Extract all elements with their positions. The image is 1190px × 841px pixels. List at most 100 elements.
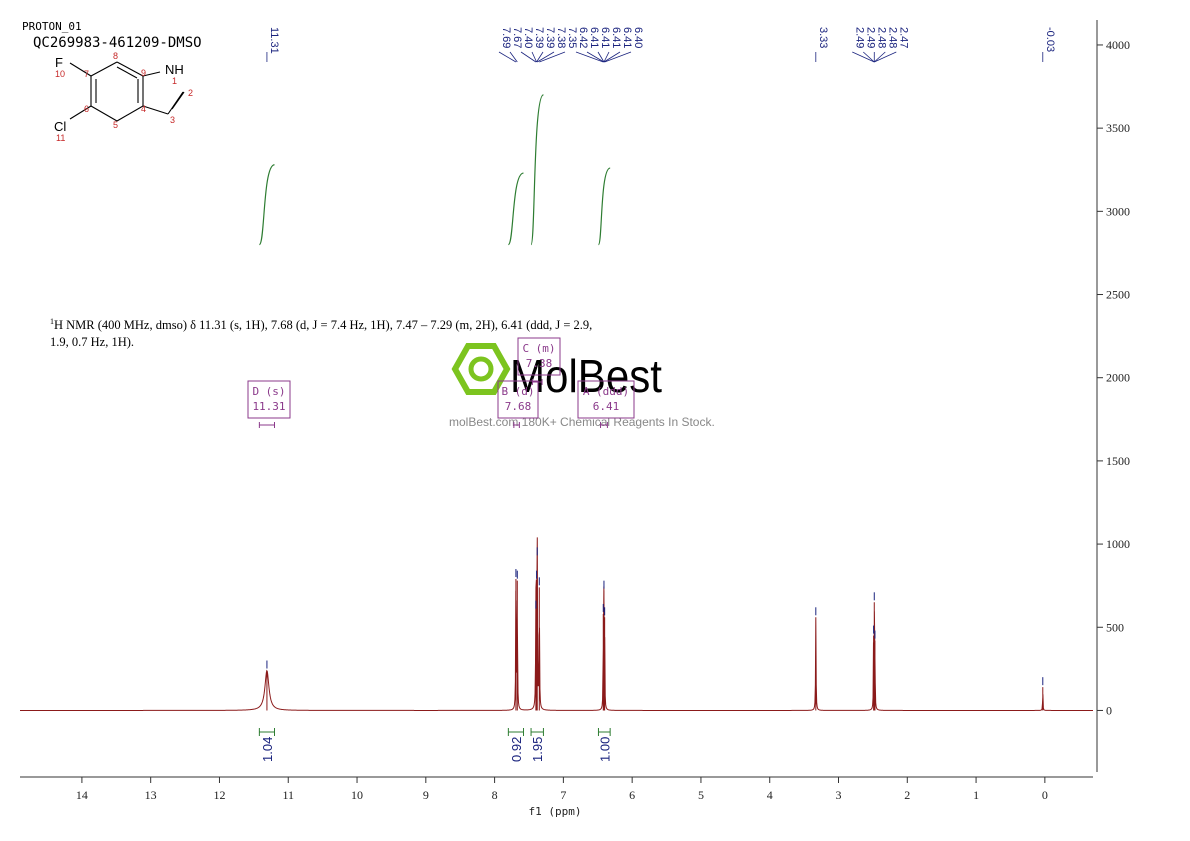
x-tick-label: 4 — [767, 788, 773, 802]
ring-number: 7 — [84, 69, 89, 79]
multiplet-letter: A (ddd) — [583, 385, 629, 398]
multiplet-shift: 7.68 — [505, 400, 532, 413]
ring-number: 3 — [170, 115, 175, 125]
x-tick-label: 3 — [836, 788, 842, 802]
watermark-tagline: molBest.com 180K+ Chemical Reagents In S… — [449, 415, 715, 429]
multiplet-box — [247, 380, 291, 419]
x-tick-label: 6 — [629, 788, 635, 802]
multiplet-shift: 7.38 — [526, 357, 553, 370]
peak-label-leader — [498, 51, 517, 63]
peak-label: 6.41 — [588, 27, 600, 48]
ring-number: 4 — [141, 104, 146, 114]
y-tick-label: 1500 — [1106, 454, 1130, 468]
peak-label-leader — [509, 51, 518, 63]
peak-label-leader — [603, 51, 621, 63]
watermark-brand: MolBest — [510, 350, 662, 402]
peak-label: 6.41 — [610, 27, 622, 48]
peak-label: 2.48 — [886, 27, 898, 48]
peak-label-leader — [874, 51, 886, 63]
x-tick-label: 13 — [145, 788, 157, 802]
peak-label-leader — [537, 51, 555, 63]
peak-label: 7.67 — [511, 27, 523, 48]
y-tick-label: 0 — [1106, 703, 1112, 717]
spectrum-trace — [20, 537, 1093, 711]
multiplet-letter: D (s) — [252, 385, 285, 398]
multiplet-box — [517, 337, 561, 376]
multiplet-shift: 11.31 — [252, 400, 285, 413]
ring-number: 9 — [141, 68, 146, 78]
peak-label: 6.42 — [577, 27, 589, 48]
x-tick-label: 8 — [492, 788, 498, 802]
x-axis-label: f1 (ppm) — [529, 805, 582, 818]
experiment-name: PROTON_01 — [22, 20, 82, 33]
x-tick-label: 10 — [351, 788, 363, 802]
peak-label-leader — [604, 51, 632, 63]
nmr-description: 1H NMR (400 MHz, dmso) δ 11.31 (s, 1H), … — [50, 317, 593, 350]
peak-label-leader — [575, 51, 604, 63]
integral-value: 0.92 — [509, 737, 524, 762]
x-tick-label: 11 — [282, 788, 294, 802]
peak-label-leader — [520, 51, 537, 63]
x-tick-label: 7 — [560, 788, 566, 802]
x-tick-label: 9 — [423, 788, 429, 802]
y-tick-label: 4000 — [1106, 38, 1130, 52]
multiplet-letter: B (d) — [501, 385, 534, 398]
peak-label: 11.31 — [268, 27, 280, 54]
integral-curve — [258, 164, 275, 246]
ring-number: 8 — [113, 51, 118, 61]
x-tick-label: 14 — [76, 788, 88, 802]
peak-label: 7.35 — [566, 27, 578, 48]
y-tick-label: 3000 — [1106, 204, 1130, 218]
molbest-logo-ring-icon — [468, 356, 494, 382]
peak-label-leader — [536, 51, 544, 63]
x-tick-label: 12 — [213, 788, 225, 802]
integral-value: 1.00 — [597, 737, 612, 762]
atom-fluorine: F — [55, 55, 63, 70]
peak-label: 3.33 — [817, 27, 829, 48]
y-tick-label: 2500 — [1106, 288, 1130, 302]
y-tick-label: 500 — [1106, 620, 1124, 634]
molecule-structure: F 10 NH 1 Cl 11 8 9 7 6 5 4 3 2 — [54, 51, 193, 143]
peak-label: 2.49 — [853, 27, 865, 48]
atom-number-f: 10 — [55, 69, 65, 79]
y-tick-label: 1000 — [1106, 537, 1130, 551]
peak-label-leader — [531, 51, 537, 63]
atom-number-nh: 1 — [172, 76, 177, 86]
peak-label-leader — [597, 51, 605, 63]
peak-label: -0.03 — [1044, 27, 1056, 52]
integral-value: 1.04 — [260, 737, 275, 762]
peak-label: 7.38 — [555, 27, 567, 48]
x-tick-label: 5 — [698, 788, 704, 802]
x-tick-label: 0 — [1042, 788, 1048, 802]
peak-label: 7.69 — [500, 27, 512, 48]
ring-number: 2 — [188, 88, 193, 98]
multiplet-box — [577, 380, 635, 419]
peak-label: 2.49 — [864, 27, 876, 48]
peak-label-leader — [603, 51, 610, 63]
y-tick-label: 2000 — [1106, 371, 1130, 385]
multiplet-shift: 6.41 — [593, 400, 620, 413]
atom-chlorine: Cl — [54, 119, 66, 134]
peak-label-leader — [539, 51, 566, 63]
x-tick-label: 1 — [973, 788, 979, 802]
ring-number: 6 — [84, 104, 89, 114]
y-tick-label: 3500 — [1106, 121, 1130, 135]
peak-label-leader — [852, 51, 875, 63]
integral-curve — [597, 167, 611, 246]
peak-label-leader — [874, 51, 897, 63]
peak-label: 6.41 — [599, 27, 611, 48]
integral-value: 1.95 — [530, 737, 545, 762]
multiplet-letter: C (m) — [522, 342, 555, 355]
peak-label: 7.39 — [533, 27, 545, 48]
peak-label: 6.41 — [621, 27, 633, 48]
peak-label: 7.39 — [544, 27, 556, 48]
atom-number-cl: 11 — [56, 133, 65, 143]
molbest-logo-icon — [451, 343, 511, 395]
x-tick-label: 2 — [904, 788, 910, 802]
peak-label-leader — [863, 51, 875, 63]
integral-curve — [530, 94, 545, 246]
multiplet-box — [497, 380, 539, 419]
peak-label: 2.48 — [875, 27, 887, 48]
peak-label-leader — [586, 51, 605, 63]
atom-nh: NH — [165, 62, 184, 77]
